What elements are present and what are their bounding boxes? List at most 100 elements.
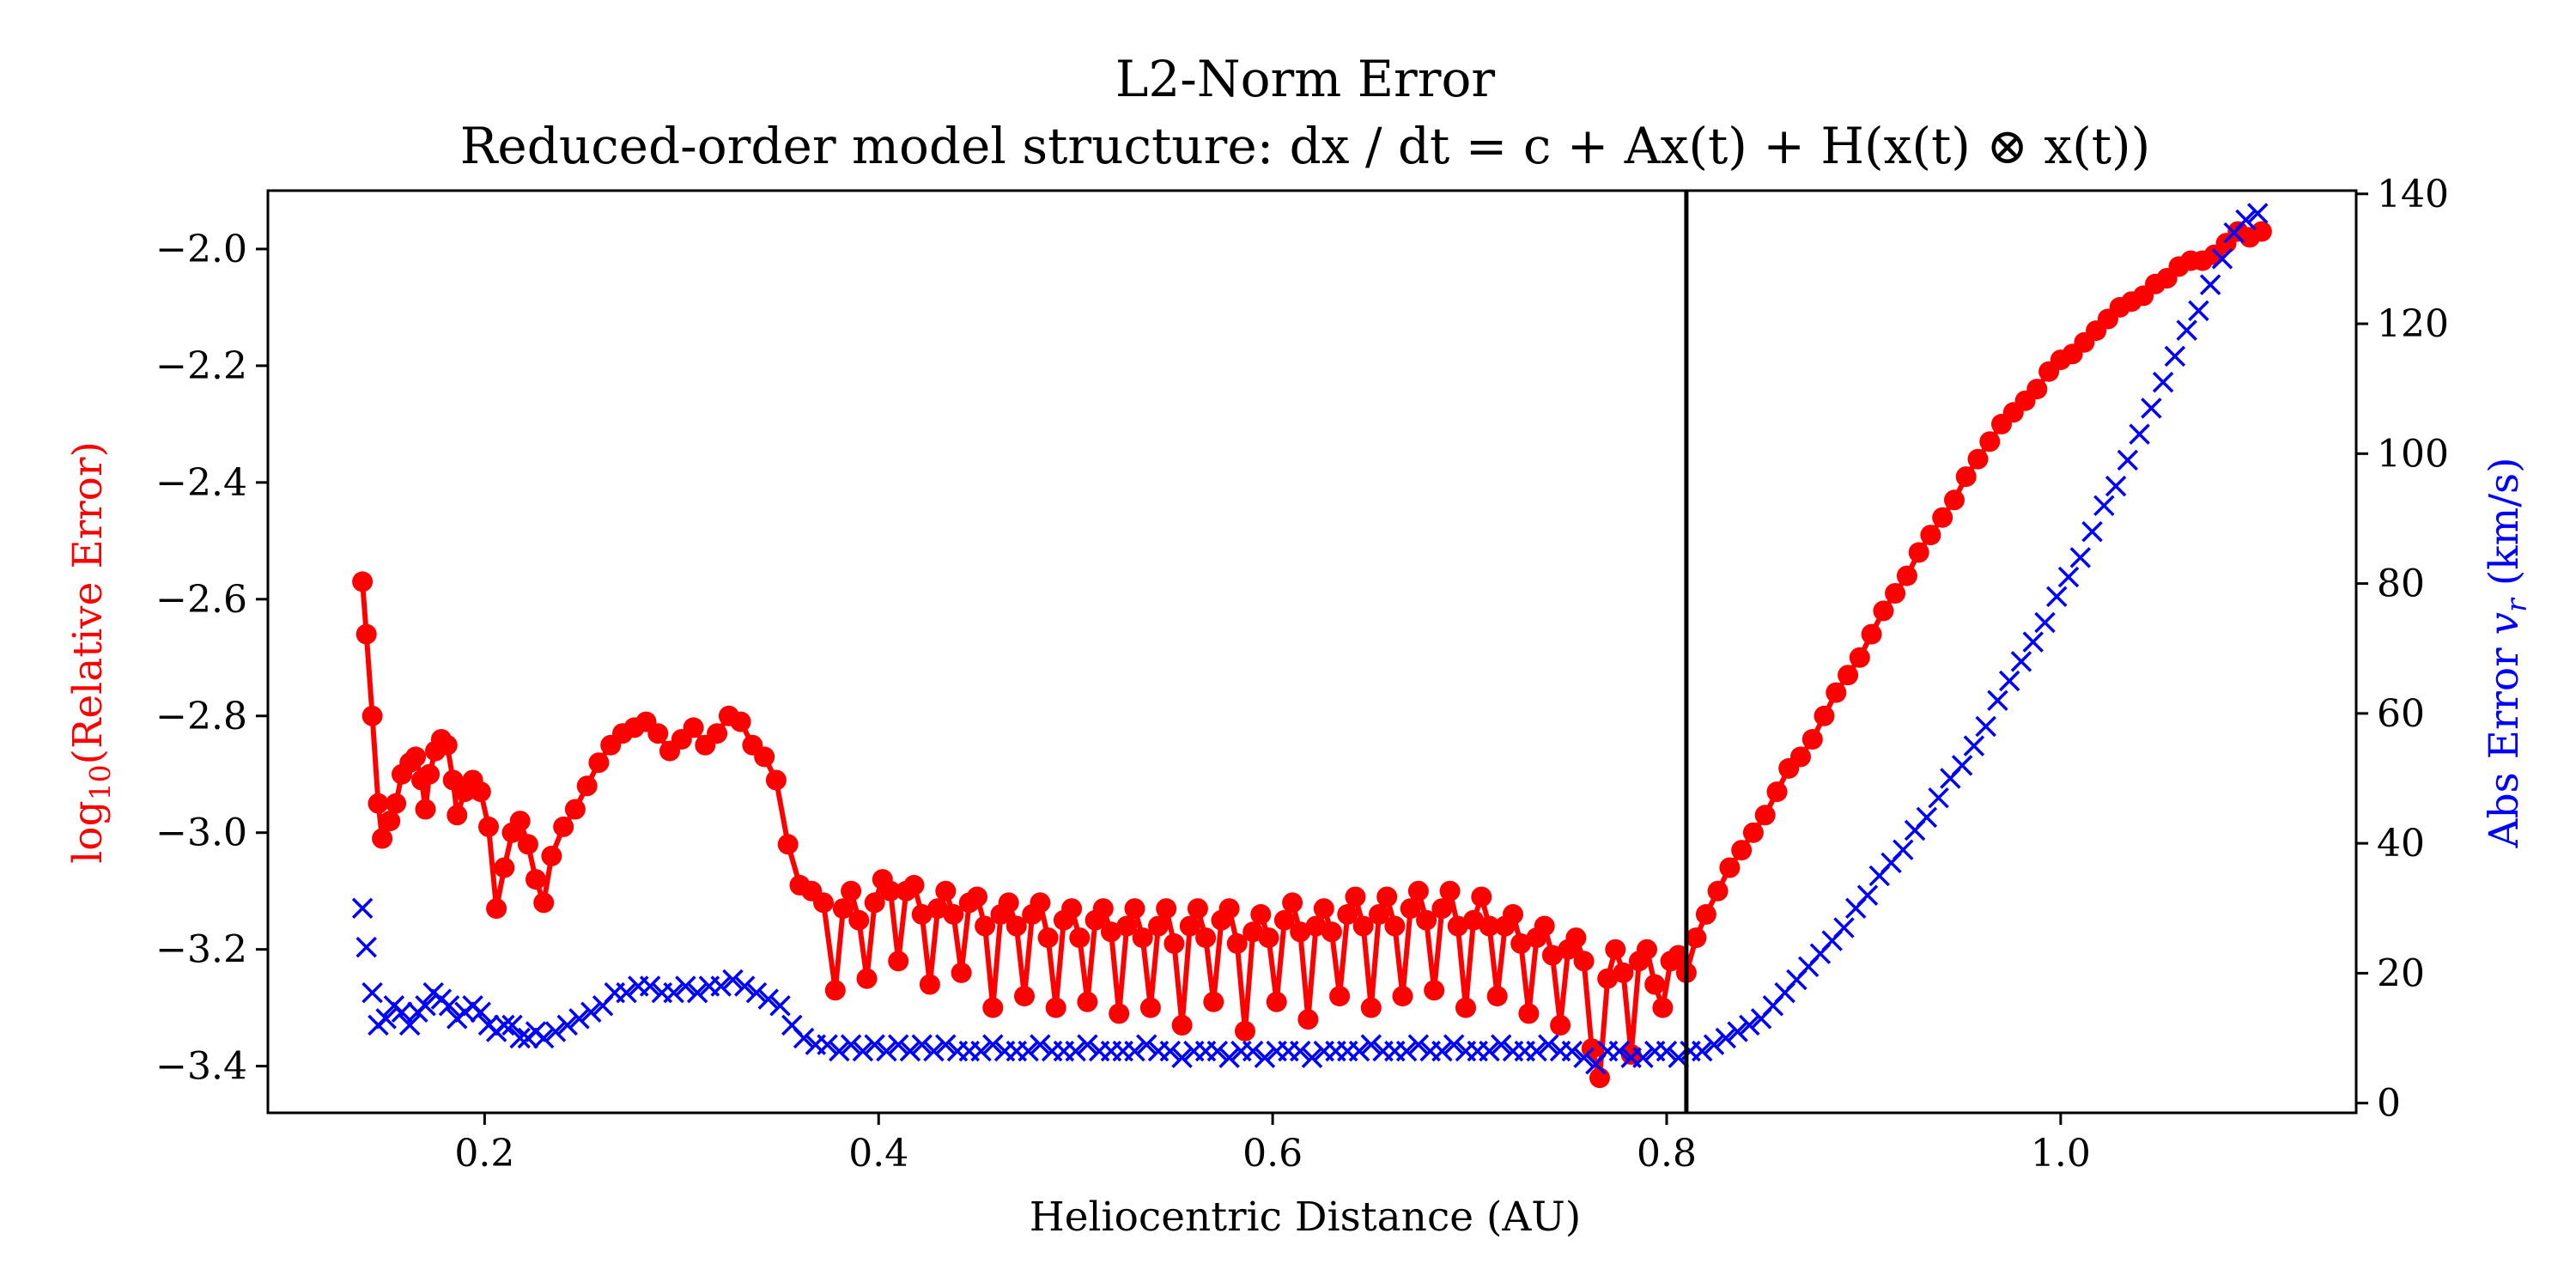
data-point [1116,915,1138,937]
data-point [911,1034,933,1055]
data-point [470,1001,492,1024]
data-point [1179,915,1200,937]
data-point [355,623,377,645]
data-point [1077,991,1098,1012]
data-point [848,909,870,931]
data-point [368,793,389,814]
y-left-tick-label: −3.4 [155,1045,247,1089]
relative-error-series [352,221,2272,1089]
data-point [526,869,546,890]
data-point [361,705,383,726]
data-point [840,1034,862,1055]
data-point [1321,921,1342,943]
data-point [1668,945,1689,966]
data-point [517,834,538,855]
data-point [813,892,834,914]
data-point [1018,1040,1039,1062]
data-point [967,886,987,908]
data-point [1893,839,1914,860]
data-point [647,723,669,744]
data-point [1360,997,1382,1018]
data-point [1932,507,1953,528]
data-point [380,811,401,832]
data-point [1838,665,1859,686]
data-point [1703,1034,1725,1055]
data-point [824,980,846,1001]
data-point [1061,898,1083,920]
data-point [707,723,728,744]
data-point [415,994,436,1017]
data-point [1136,1034,1157,1055]
data-point [533,892,555,914]
data-point [1242,1040,1264,1062]
chart-subtitle: Reduced-order model structure: dx / dt =… [460,117,2151,175]
data-point [1486,986,1508,1007]
data-point [436,734,458,756]
data-point [864,1034,885,1055]
data-point [494,857,515,878]
plot-frame [266,189,2358,1115]
data-point [1637,939,1657,960]
data-point [1400,898,1421,920]
data-point [375,1008,397,1030]
data-point [1282,892,1303,914]
data-point [2141,398,2162,419]
data-point [1407,1034,1430,1055]
data-point [532,1027,555,1049]
data-point [1739,1014,1760,1036]
data-point [982,997,1004,1018]
data-point [1337,903,1358,925]
y-right-label-prefix: Abs Error [2481,635,2528,848]
x-tick-label: 0.4 [848,1132,908,1176]
data-point [1565,927,1587,949]
data-point [1589,1067,1610,1089]
y-axis-left-label: log10(Relative Error) [64,441,117,864]
data-point [2188,300,2209,322]
y-right-tick-label: 100 [2377,432,2449,476]
data-point [975,915,996,937]
data-point [998,892,1019,914]
y-right-tick-label: 20 [2377,951,2425,995]
data-point [1159,1040,1182,1062]
data-point [1518,1003,1540,1024]
data-point [1345,886,1366,908]
data-point [1998,670,2020,692]
data-point [1692,1040,1713,1062]
y-left-tick-label: −3.2 [155,928,247,972]
data-point [829,1040,850,1062]
data-point [1885,583,1906,604]
data-point [777,834,799,855]
data-point [1258,927,1279,949]
data-point [1290,921,1311,943]
data-point [1171,1015,1193,1036]
data-point [1171,1047,1193,1068]
data-point [1742,822,1764,843]
data-point [1916,806,1938,829]
data-point [1814,705,1835,726]
data-point [1416,909,1437,931]
data-point [398,1014,421,1036]
data-point [832,898,854,920]
data-point [982,1034,1004,1055]
data-point [1092,898,1114,920]
data-point [1920,525,1941,546]
data-point [1392,986,1413,1007]
data-point [710,975,732,997]
data-point [553,816,574,837]
data-point [1979,431,2001,453]
data-point [2211,248,2233,270]
data-point [355,936,377,958]
data-point [1873,600,1894,622]
data-point [1218,898,1240,920]
data-point [1801,729,1823,750]
y-left-tick-label: −2.4 [155,461,247,505]
data-point [887,1034,909,1055]
data-point [1656,1040,1678,1062]
data-point [935,1034,957,1055]
data-point [852,1040,874,1062]
data-point [1077,1034,1098,1055]
y-right-tick-label: 120 [2377,302,2449,346]
data-point [541,845,562,866]
data-point [352,571,374,592]
data-point [1608,1040,1631,1062]
